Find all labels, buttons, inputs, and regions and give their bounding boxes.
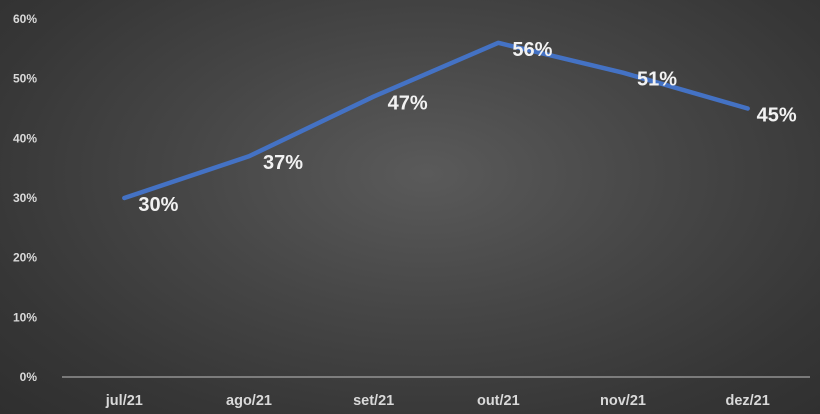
data-label: 47% — [388, 93, 428, 115]
y-tick-label: 20% — [13, 251, 37, 265]
data-label: 30% — [138, 194, 178, 216]
y-tick-label: 60% — [13, 12, 37, 26]
data-label: 37% — [263, 152, 303, 174]
y-tick-label: 40% — [13, 131, 37, 145]
y-tick-label: 0% — [20, 370, 38, 384]
x-tick-label: set/21 — [353, 393, 394, 409]
series-group — [122, 40, 750, 201]
y-axis-ticks: 0% 10% 20% 30% 40% 50% 60% — [13, 12, 37, 384]
data-label: 51% — [637, 69, 677, 91]
series-line — [122, 40, 750, 201]
x-axis-ticks: jul/21 ago/21 set/21 out/21 nov/21 dez/21 — [105, 393, 770, 409]
y-tick-label: 10% — [13, 310, 37, 324]
x-tick-label: dez/21 — [725, 393, 769, 409]
x-tick-label: out/21 — [477, 393, 520, 409]
x-tick-label: nov/21 — [600, 393, 646, 409]
data-label: 45% — [757, 105, 797, 127]
y-tick-label: 50% — [13, 72, 37, 86]
data-labels: 30% 37% 47% 56% 51% 45% — [138, 39, 797, 216]
x-tick-label: ago/21 — [226, 393, 272, 409]
data-label: 56% — [512, 39, 552, 61]
y-tick-label: 30% — [13, 191, 37, 205]
x-tick-label: jul/21 — [105, 393, 143, 409]
